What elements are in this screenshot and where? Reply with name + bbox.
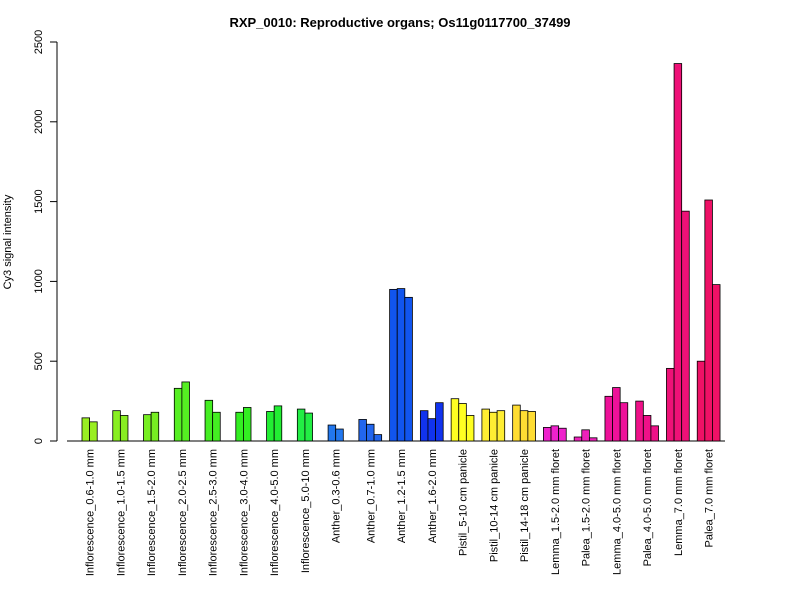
- y-axis-label: Cy3 signal intensity: [2, 194, 14, 289]
- bar: [266, 411, 275, 442]
- bar: [612, 387, 621, 442]
- bar: [396, 288, 406, 442]
- bar: [481, 408, 490, 442]
- x-category-label: Pistil_14-18 cm panicle: [519, 449, 531, 562]
- bar: [696, 360, 706, 442]
- bar: [558, 427, 567, 442]
- x-category-label: Palea_7.0 mm floret: [704, 449, 716, 547]
- bar: [604, 395, 613, 442]
- y-tick-label: 2000: [33, 110, 45, 134]
- bar: [519, 410, 529, 442]
- bar: [550, 425, 560, 442]
- x-category-label: Inflorescence_5.0-10 mm: [300, 449, 312, 573]
- x-category-label: Inflorescence_0.6-1.0 mm: [85, 449, 97, 576]
- x-category-label: Palea_1.5-2.0 mm floret: [581, 449, 593, 566]
- x-category-label: Anther_1.2-1.5 mm: [396, 449, 408, 543]
- bar: [650, 425, 659, 442]
- bar: [465, 415, 475, 442]
- y-axis: 0 500 1000 1500 2000 2500: [33, 30, 725, 444]
- bar: [581, 429, 590, 442]
- bar: [458, 403, 467, 442]
- x-category-label: Anther_0.3-0.6 mm: [331, 449, 343, 543]
- bar: [404, 296, 413, 442]
- bar: [642, 415, 652, 442]
- x-category-label: Lemma_1.5-2.0 mm floret: [550, 449, 562, 575]
- bar: [527, 411, 536, 442]
- bar: [143, 414, 152, 442]
- bar: [335, 428, 344, 442]
- bar: [489, 411, 498, 442]
- bar: [235, 411, 244, 442]
- bar: [635, 400, 644, 442]
- bar: [419, 410, 429, 442]
- bar: [358, 419, 367, 442]
- bar: [450, 398, 460, 442]
- x-category-label: Palea_4.0-5.0 mm floret: [642, 449, 654, 566]
- bar: [181, 381, 190, 442]
- bar: [496, 410, 506, 442]
- bar: [243, 407, 252, 442]
- bar: [435, 402, 444, 442]
- bar: [296, 408, 306, 442]
- bar: [273, 405, 283, 442]
- x-category-label: Inflorescence_3.0-4.0 mm: [238, 449, 250, 576]
- bar: [619, 402, 629, 442]
- x-category-label: Inflorescence_2.0-2.5 mm: [177, 449, 189, 576]
- x-category-label: Lemma_7.0 mm floret: [673, 449, 685, 556]
- y-tick-label: 1000: [33, 269, 45, 293]
- bar: [588, 437, 598, 442]
- bar: [543, 427, 552, 442]
- bar: [427, 418, 436, 442]
- x-category-label: Inflorescence_4.0-5.0 mm: [269, 449, 281, 576]
- bar: [119, 415, 129, 442]
- x-category-label: Anther_0.7-1.0 mm: [365, 449, 377, 543]
- x-category-label: Pistil_5-10 cm panicle: [458, 449, 470, 556]
- bar: [89, 421, 98, 442]
- x-category-label: Inflorescence_1.5-2.0 mm: [146, 449, 158, 576]
- y-tick-label: 1500: [33, 189, 45, 213]
- bar: [366, 423, 375, 442]
- bar: [204, 399, 214, 442]
- x-category-label: Pistil_10-14 cm panicle: [488, 449, 500, 562]
- x-category-label: Anther_1.6-2.0 mm: [427, 449, 439, 543]
- bar: [304, 412, 313, 442]
- y-tick-label: 2500: [33, 30, 45, 54]
- bar: [573, 436, 583, 442]
- x-category-label: Inflorescence_2.5-3.0 mm: [208, 449, 220, 576]
- bar: [212, 411, 221, 442]
- bar: [150, 411, 160, 442]
- bar: [327, 424, 337, 442]
- bar: [666, 367, 675, 442]
- bar: [681, 210, 690, 442]
- y-tick-label: 500: [33, 352, 45, 370]
- bar: [389, 288, 398, 442]
- bar: [81, 417, 90, 442]
- bar: [704, 199, 713, 442]
- x-category-label: Inflorescence_1.0-1.5 mm: [115, 449, 127, 576]
- chart-title: RXP_0010: Reproductive organs; Os11g0117…: [229, 15, 570, 30]
- bar: [112, 410, 121, 442]
- bar: [673, 63, 683, 442]
- bar: [373, 434, 383, 442]
- bar: [512, 404, 521, 442]
- bar: [173, 387, 183, 442]
- x-category-label: Lemma_4.0-5.0 mm floret: [611, 449, 623, 575]
- bar: [712, 284, 721, 442]
- y-tick-label: 0: [33, 438, 45, 444]
- x-axis-labels: Inflorescence_0.6-1.0 mm Inflorescence_1.…: [85, 449, 716, 576]
- bars-group: [81, 63, 721, 442]
